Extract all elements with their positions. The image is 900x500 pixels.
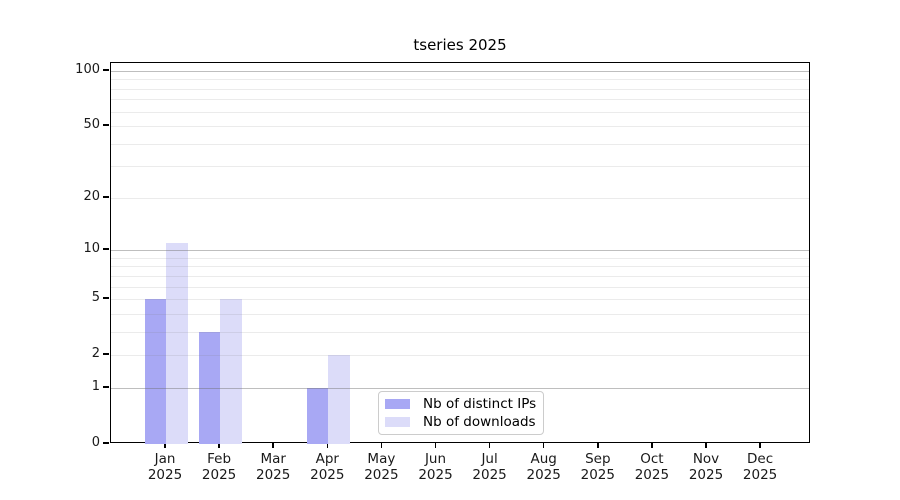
x-tick-mark — [434, 443, 437, 448]
x-tick-label: Oct 2025 — [634, 451, 670, 483]
legend-row: Nb of downloads — [385, 414, 536, 430]
x-tick-mark — [326, 443, 329, 448]
legend-swatch-downloads-icon — [385, 417, 410, 427]
gridline-1 — [111, 387, 809, 389]
gridline-6 — [111, 286, 809, 288]
legend-label-distinct-ips: Nb of distinct IPs — [423, 396, 537, 412]
bar-nb-of-downloads-feb — [220, 299, 242, 444]
y-tick-mark — [103, 442, 109, 444]
y-tick-mark — [103, 124, 109, 126]
x-tick-label: Apr 2025 — [310, 451, 345, 483]
x-tick-label: Nov 2025 — [688, 451, 724, 483]
x-tick-mark — [542, 443, 545, 448]
x-tick-label: Aug 2025 — [526, 451, 561, 483]
x-tick-mark — [488, 443, 491, 448]
y-tick-label: 50 — [83, 117, 100, 133]
gridline-40 — [111, 143, 809, 145]
x-tick-label: Dec 2025 — [742, 451, 778, 483]
gridline-80 — [111, 88, 809, 90]
gridline-20 — [111, 197, 809, 199]
x-tick-mark — [272, 443, 274, 448]
y-tick-label: 10 — [83, 241, 100, 257]
bar-nb-of-distinct-ips-feb — [198, 331, 221, 444]
x-tick-label: Sep 2025 — [580, 451, 615, 483]
gridline-2 — [111, 355, 809, 357]
x-tick-mark — [705, 443, 707, 448]
y-tick-label: 0 — [91, 435, 100, 450]
y-tick-label: 100 — [75, 62, 100, 77]
gridline-8 — [111, 266, 809, 268]
legend-swatch-distinct-ips-icon — [385, 399, 410, 409]
x-tick-mark — [759, 443, 761, 448]
bar-nb-of-downloads-jan — [166, 243, 188, 444]
gridline-7 — [111, 275, 809, 277]
bar-nb-of-downloads-apr — [328, 355, 350, 444]
y-tick-label: 20 — [83, 188, 100, 204]
bar-nb-of-distinct-ips-jan — [144, 299, 166, 444]
gridline-3 — [111, 331, 809, 333]
gridline-10 — [111, 250, 809, 252]
x-tick-label: May 2025 — [364, 451, 399, 483]
y-tick-mark — [103, 386, 109, 388]
gridline-60 — [111, 111, 809, 113]
gridline-9 — [111, 257, 809, 259]
x-tick-mark — [380, 443, 383, 448]
x-tick-label: Jul 2025 — [472, 451, 507, 483]
y-tick-mark — [103, 353, 109, 355]
x-tick-label: Feb 2025 — [201, 451, 237, 483]
gridline-90 — [111, 79, 809, 81]
gridline-50 — [111, 126, 809, 128]
gridline-30 — [111, 166, 809, 168]
legend: Nb of distinct IPs Nb of downloads — [378, 391, 544, 435]
y-tick-label: 1 — [91, 378, 100, 394]
x-tick-label: Mar 2025 — [256, 451, 291, 483]
legend-row: Nb of distinct IPs — [385, 396, 537, 412]
legend-label-downloads: Nb of downloads — [423, 414, 536, 430]
y-tick-label: 2 — [91, 346, 100, 362]
chart-title: tseries 2025 — [413, 36, 507, 54]
gridline-5 — [111, 299, 809, 301]
y-tick-mark — [103, 297, 109, 299]
x-tick-label: Jan 2025 — [147, 451, 183, 483]
y-tick-label: 5 — [91, 290, 100, 306]
x-tick-mark — [218, 443, 220, 448]
x-tick-mark — [597, 443, 599, 448]
bar-nb-of-distinct-ips-apr — [306, 387, 329, 444]
gridline-70 — [111, 99, 809, 101]
y-tick-mark — [103, 248, 109, 250]
gridline-100 — [111, 71, 809, 72]
gridline-4 — [111, 313, 809, 315]
plot-area — [110, 62, 810, 444]
y-tick-mark — [103, 69, 109, 71]
x-tick-mark — [164, 443, 166, 448]
y-tick-mark — [103, 196, 109, 198]
x-tick-mark — [651, 443, 653, 448]
x-tick-label: Jun 2025 — [418, 451, 453, 483]
